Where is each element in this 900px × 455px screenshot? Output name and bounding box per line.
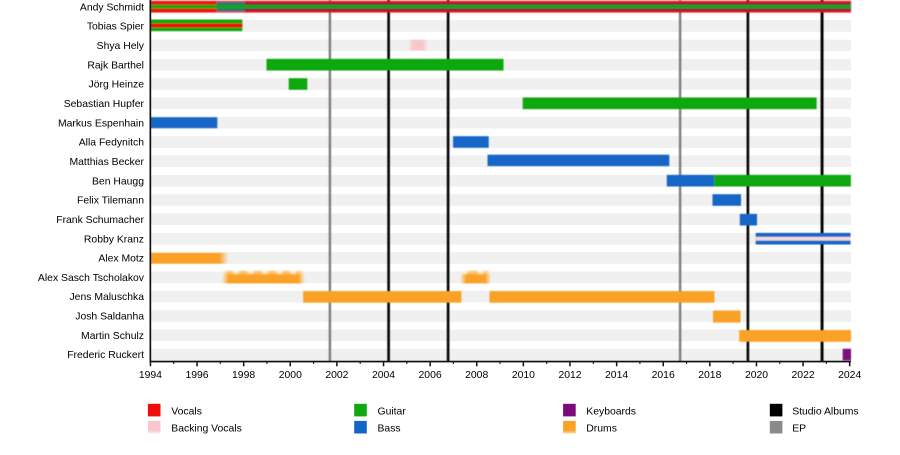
svg-text:Bass: Bass: [378, 424, 401, 435]
svg-text:2016: 2016: [652, 370, 675, 381]
svg-text:Alla Fedynitch: Alla Fedynitch: [79, 138, 144, 149]
svg-text:Markus Espenhain: Markus Espenhain: [58, 118, 144, 129]
svg-text:Robby Kranz: Robby Kranz: [84, 234, 144, 245]
svg-text:Alex Sasch Tscholakov: Alex Sasch Tscholakov: [38, 273, 145, 284]
svg-text:2010: 2010: [512, 370, 535, 381]
svg-text:2002: 2002: [325, 370, 348, 381]
svg-text:Rajk Barthel: Rajk Barthel: [87, 60, 144, 71]
svg-text:Keyboards: Keyboards: [586, 407, 636, 418]
svg-text:Vocals: Vocals: [171, 407, 202, 418]
svg-text:1994: 1994: [139, 370, 162, 381]
svg-text:2008: 2008: [465, 370, 488, 381]
svg-text:Jörg Heinze: Jörg Heinze: [89, 80, 145, 91]
svg-text:Josh Saldanha: Josh Saldanha: [75, 312, 144, 323]
svg-text:2022: 2022: [792, 370, 815, 381]
svg-text:2012: 2012: [558, 370, 581, 381]
svg-text:Andy Schmidt: Andy Schmidt: [80, 2, 144, 13]
svg-text:2018: 2018: [698, 370, 721, 381]
svg-text:Sebastian Hupfer: Sebastian Hupfer: [64, 99, 145, 110]
svg-text:2006: 2006: [419, 370, 442, 381]
svg-text:Martin Schulz: Martin Schulz: [81, 331, 144, 342]
svg-text:Jens Maluschka: Jens Maluschka: [69, 292, 144, 303]
svg-text:2000: 2000: [279, 370, 302, 381]
svg-text:EP: EP: [792, 424, 806, 435]
svg-text:Matthias Becker: Matthias Becker: [70, 157, 145, 168]
svg-text:1998: 1998: [232, 370, 255, 381]
svg-text:2014: 2014: [605, 370, 628, 381]
svg-text:1996: 1996: [185, 370, 208, 381]
svg-text:2004: 2004: [372, 370, 395, 381]
svg-text:Frederic Ruckert: Frederic Ruckert: [67, 350, 144, 361]
svg-text:Guitar: Guitar: [378, 407, 407, 418]
svg-text:Frank Schumacher: Frank Schumacher: [56, 215, 144, 226]
svg-text:Studio Albums: Studio Albums: [792, 407, 858, 418]
svg-text:2020: 2020: [745, 370, 768, 381]
svg-text:Felix Tilemann: Felix Tilemann: [77, 196, 144, 207]
svg-text:Shya Hely: Shya Hely: [97, 41, 145, 52]
svg-text:Ben Haugg: Ben Haugg: [92, 176, 144, 187]
svg-text:Drums: Drums: [586, 424, 617, 435]
svg-text:Alex Motz: Alex Motz: [98, 254, 144, 265]
svg-text:2024: 2024: [838, 370, 861, 381]
svg-text:Backing Vocals: Backing Vocals: [171, 424, 241, 435]
svg-text:Tobias Spier: Tobias Spier: [87, 22, 145, 33]
